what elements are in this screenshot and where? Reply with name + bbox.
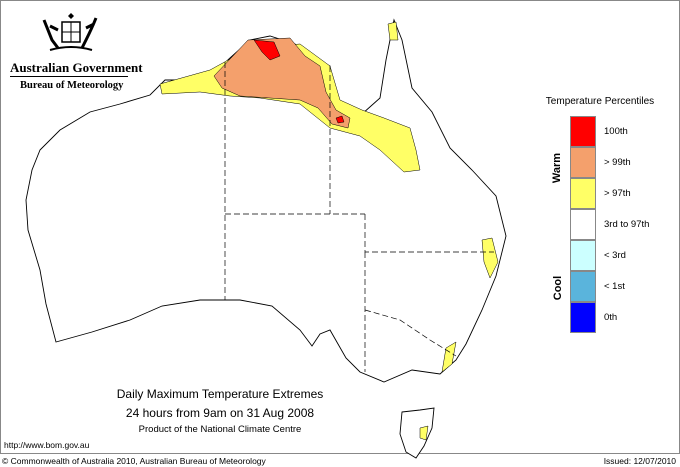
anomaly-orange	[213, 37, 351, 129]
legend-label: > 97th	[604, 188, 631, 199]
anomaly-yellow-tas	[419, 425, 429, 441]
anomaly-yellow-capeyork	[387, 21, 399, 41]
legend-label: 100th	[604, 126, 628, 137]
bureau-name: Bureau of Meteorology	[20, 80, 124, 91]
map-product-note: Product of the National Climate Centre	[138, 424, 302, 435]
anomaly-red	[253, 39, 281, 61]
legend-title: Temperature Percentiles	[545, 96, 655, 107]
website-url[interactable]: http://www.bom.gov.au	[4, 440, 90, 450]
tasmania-outline	[399, 407, 435, 459]
legend-label: < 1st	[604, 281, 625, 292]
legend-label: 0th	[604, 312, 618, 323]
legend-label: > 99th	[604, 157, 631, 168]
legend-swatch	[570, 178, 596, 209]
issued-date: Issued: 12/07/2010	[603, 456, 676, 466]
legend-swatch	[570, 209, 596, 240]
legend-swatch	[570, 302, 596, 333]
anomaly-red-small	[335, 115, 345, 124]
legend-swatch	[570, 240, 596, 271]
legend-warm-label: Warm	[551, 152, 564, 184]
anomaly-yellow-east	[481, 237, 499, 279]
legend-cool-label: Cool	[552, 275, 565, 301]
legend-label: 3rd to 97th	[604, 219, 650, 230]
anomaly-yellow-se	[441, 341, 457, 373]
crest-logo	[42, 13, 98, 51]
legend-swatch	[570, 116, 596, 147]
legend-swatch	[570, 147, 596, 178]
state-borders	[224, 62, 494, 372]
legend-swatch	[570, 271, 596, 302]
header-divider	[10, 76, 128, 77]
map-title: Daily Maximum Temperature Extremes	[116, 387, 324, 401]
map-subtitle: 24 hours from 9am on 31 Aug 2008	[125, 406, 315, 420]
government-name: Australian Government	[10, 60, 143, 75]
legend-label: < 3rd	[604, 250, 626, 261]
copyright: © Commonwealth of Australia 2010, Austra…	[2, 456, 266, 466]
